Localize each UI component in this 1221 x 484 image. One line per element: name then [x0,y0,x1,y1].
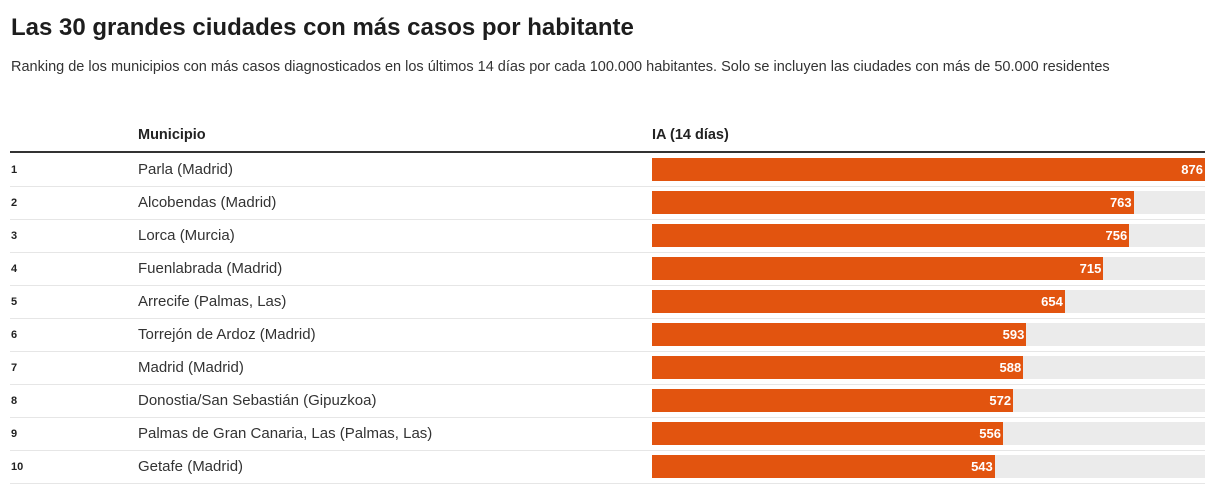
bar: 763 [652,191,1134,214]
rank: 10 [11,461,24,473]
table-row: 8 Donostia/San Sebastián (Gipuzkoa) 572 [10,385,1205,418]
bar-track: 543 [652,455,1205,478]
table-row: 4 Fuenlabrada (Madrid) 715 [10,253,1205,286]
bar: 556 [652,422,1003,445]
bar-value-label: 572 [989,393,1012,408]
municipio: Madrid (Madrid) [138,359,244,376]
rank: 4 [11,263,18,275]
rank: 3 [11,230,18,242]
column-header-municipio[interactable]: Municipio [138,127,206,143]
rank: 2 [11,197,18,209]
table-row: 1 Parla (Madrid) 876 [10,154,1205,187]
municipio: Donostia/San Sebastián (Gipuzkoa) [138,392,377,409]
municipio: Lorca (Murcia) [138,227,235,244]
bar: 876 [652,158,1205,181]
municipio: Fuenlabrada (Madrid) [138,260,283,277]
municipio: Palmas de Gran Canaria, Las (Palmas, Las… [138,425,433,442]
column-header-ia[interactable]: IA (14 días) [652,127,729,143]
rank: 7 [11,362,18,374]
bar-value-label: 763 [1109,195,1132,210]
bar: 593 [652,323,1027,346]
header-divider [10,151,1205,153]
rank: 6 [11,329,18,341]
table-row: 9 Palmas de Gran Canaria, Las (Palmas, L… [10,418,1205,451]
bar-track: 572 [652,389,1205,412]
chart-subtitle: Ranking de los municipios con más casos … [11,59,1110,75]
bar: 654 [652,290,1065,313]
table-row: 7 Madrid (Madrid) 588 [10,352,1205,385]
municipio: Parla (Madrid) [138,161,234,178]
bar: 756 [652,224,1130,247]
bar-value-label: 756 [1105,228,1128,243]
bar-value-label: 543 [971,459,993,474]
table-row: 2 Alcobendas (Madrid) 763 [10,187,1205,220]
municipio: Torrejón de Ardoz (Madrid) [138,326,316,343]
bar-value-label: 556 [979,426,1001,441]
bar-value-label: 593 [1002,327,1025,342]
bar-track: 593 [652,323,1205,346]
table-row: 6 Torrejón de Ardoz (Madrid) 593 [10,319,1205,352]
rank: 1 [11,164,18,176]
table-row: 3 Lorca (Murcia) 756 [10,220,1205,253]
bar-track: 715 [652,257,1205,280]
bar-track: 756 [652,224,1205,247]
bar: 572 [652,389,1014,412]
bar-value-label: 715 [1079,261,1102,276]
table-row: 10 Getafe (Madrid) 543 [10,451,1205,484]
municipio: Alcobendas (Madrid) [138,194,277,211]
bar-value-label: 654 [1041,294,1063,309]
municipio: Arrecife (Palmas, Las) [138,293,287,310]
bar-track: 876 [652,158,1205,181]
bar: 588 [652,356,1024,379]
rank: 9 [11,428,18,440]
bar-track: 763 [652,191,1205,214]
table-row: 5 Arrecife (Palmas, Las) 654 [10,286,1205,319]
municipio: Getafe (Madrid) [138,458,244,475]
bar-track: 588 [652,356,1205,379]
bar: 543 [652,455,995,478]
bar-value-label: 588 [999,360,1022,375]
bar-track: 556 [652,422,1205,445]
rank: 5 [11,296,18,308]
bar-track: 654 [652,290,1205,313]
bar-value-label: 876 [1181,162,1203,177]
rank: 8 [11,395,18,407]
chart-title: Las 30 grandes ciudades con más casos po… [11,14,634,41]
bar: 715 [652,257,1104,280]
